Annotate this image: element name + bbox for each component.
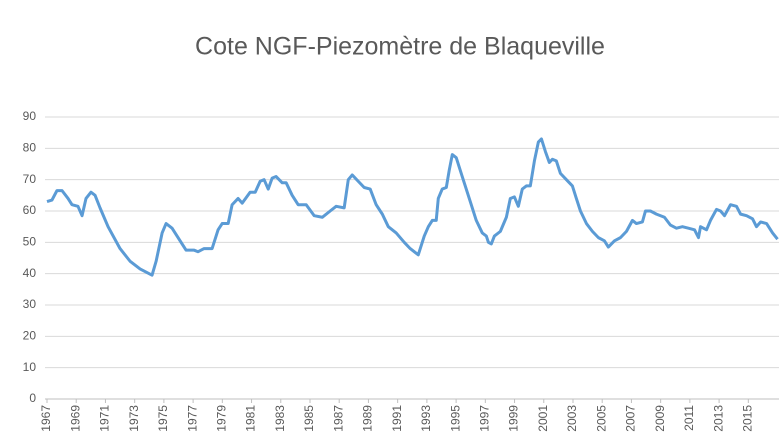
y-tick-label: 60 bbox=[23, 203, 37, 217]
x-tick-label: 1993 bbox=[419, 405, 433, 432]
x-tick-label: 1975 bbox=[156, 405, 170, 432]
y-tick-label: 80 bbox=[23, 141, 37, 155]
y-tick-label: 40 bbox=[23, 266, 37, 280]
x-tick-label: 1997 bbox=[477, 405, 491, 432]
x-tick-label: 1985 bbox=[302, 405, 316, 432]
x-tick-label: 1991 bbox=[390, 405, 404, 432]
x-tick-label: 1971 bbox=[98, 405, 112, 432]
y-tick-label: 20 bbox=[23, 329, 37, 343]
y-tick-label: 90 bbox=[23, 109, 37, 123]
y-tick-label: 70 bbox=[23, 172, 37, 186]
x-tick-label: 1995 bbox=[448, 405, 462, 432]
x-tick-label: 2007 bbox=[624, 405, 638, 432]
x-tick-label: 2009 bbox=[653, 405, 667, 432]
x-tick-label: 1981 bbox=[244, 405, 258, 432]
x-tick-label: 2015 bbox=[740, 405, 754, 432]
x-tick-label: 2003 bbox=[565, 405, 579, 432]
x-tick-label: 1999 bbox=[507, 405, 521, 432]
x-tick-label: 1969 bbox=[68, 405, 82, 432]
x-tick-label: 2001 bbox=[536, 405, 550, 432]
data-line bbox=[46, 137, 779, 277]
x-tick-label: 1967 bbox=[39, 405, 53, 432]
y-tick-label: 10 bbox=[23, 360, 37, 374]
y-tick-label: 50 bbox=[23, 235, 37, 249]
x-tick-label: 2005 bbox=[594, 405, 608, 432]
chart-title: Cote NGF-Piezomètre de Blaqueville bbox=[195, 33, 605, 61]
x-tick-label: 1987 bbox=[331, 405, 345, 432]
y-tick-label: 30 bbox=[23, 297, 37, 311]
x-tick-label: 1983 bbox=[273, 405, 287, 432]
x-tick-label: 2013 bbox=[711, 405, 725, 432]
x-tick-label: 1979 bbox=[215, 405, 229, 432]
x-tick-label: 1989 bbox=[361, 405, 375, 432]
x-tick-label: 2011 bbox=[682, 405, 696, 431]
x-tick-label: 1973 bbox=[127, 405, 141, 432]
x-tick-label: 1977 bbox=[185, 405, 199, 432]
y-tick-label: 0 bbox=[29, 391, 36, 405]
